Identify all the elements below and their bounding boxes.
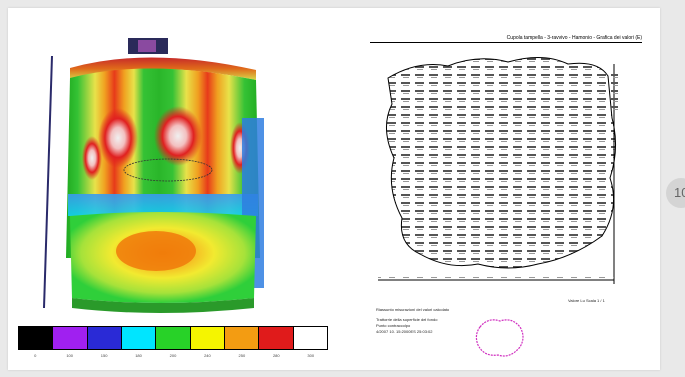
report-note: Riassunto misurazioni del valori calcola… [376, 307, 450, 312]
thermal-render-panel: 0 100 150 180 200 240 250 280 300 [8, 8, 348, 370]
report-note-line: Punto contraccolpo [376, 323, 411, 328]
scale-tick: 250 [238, 353, 246, 358]
scale-ticks: 0 100 150 180 200 240 250 280 300 [18, 353, 328, 358]
scale-tick: 300 [307, 353, 315, 358]
scale-tick: 100 [66, 353, 73, 358]
scale-tick: 240 [204, 353, 211, 358]
scale-tick: 150 [100, 353, 108, 358]
scale-swatch [259, 327, 294, 349]
scale-tick: 0 [34, 353, 37, 358]
scale-swatch [87, 327, 122, 349]
scale-swatch [293, 327, 327, 349]
color-scale-bar [18, 326, 328, 350]
next-slide-tab[interactable]: 10 [666, 178, 685, 208]
scale-swatch [53, 327, 88, 349]
plant-outline-icon [378, 57, 618, 284]
image-card: 0 100 150 180 200 240 250 280 300 Cupola… [8, 8, 660, 370]
scale-swatch [121, 327, 157, 349]
report-title: Cupola tampella - 3-ravvivo - Hamonio - … [370, 35, 642, 43]
scale-label: Valore Lu Scala 1 / 1 [568, 298, 605, 303]
scale-swatch [19, 327, 54, 349]
scale-swatch [224, 327, 260, 349]
measurement-report-panel: Cupola tampella - 3-ravvivo - Hamonio - … [358, 8, 658, 370]
scale-tick: 180 [135, 353, 142, 358]
report-note-line: 4/2007 10. 15:2000ES 25:03:02 [376, 329, 433, 334]
report-note-line: Trattorrie della superficie del fondo [376, 317, 438, 322]
profile-outline-icon [475, 319, 524, 357]
scale-tick: 200 [169, 353, 177, 358]
scale-tick: 280 [272, 353, 280, 358]
scale-swatch [156, 327, 191, 349]
scale-swatch [190, 327, 225, 349]
furnace-thermal-render [43, 38, 264, 313]
